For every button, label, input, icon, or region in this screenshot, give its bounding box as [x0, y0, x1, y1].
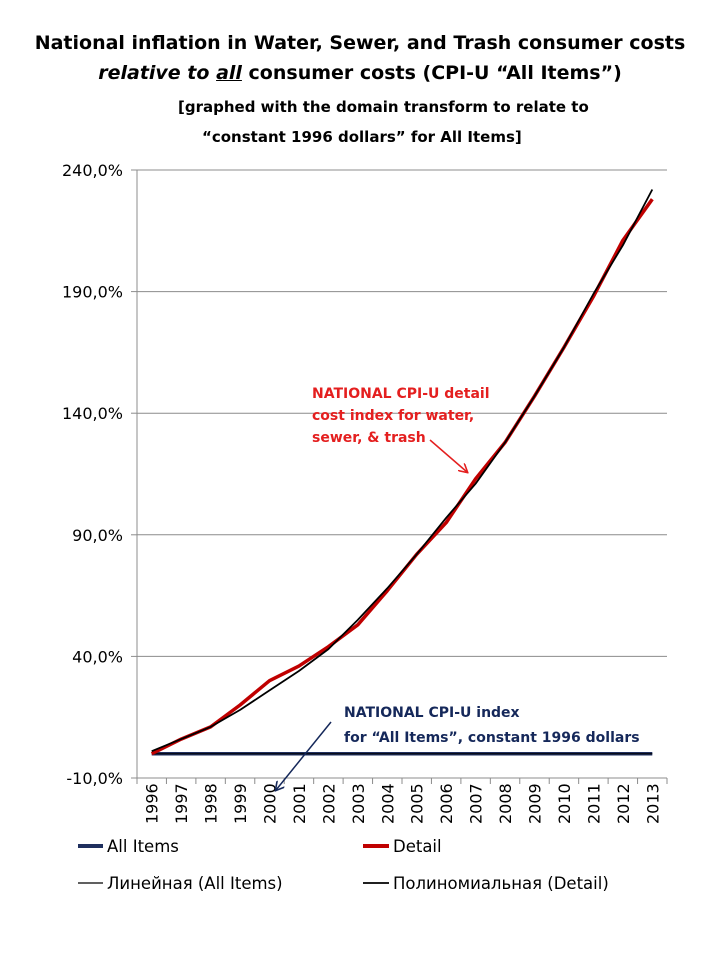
annotation-all-items-arrow [276, 721, 332, 790]
chart-title-line1: National inflation in Water, Sewer, and … [34, 32, 686, 54]
x-tick-label: 1997 [172, 783, 191, 824]
annotation-detail-text: cost index for water, [312, 408, 474, 424]
legend-label: Полиномиальная (Detail) [393, 874, 609, 893]
annotation-all-items-text: for “All Items”, constant 1996 dollars [344, 730, 640, 746]
legend-label: All Items [107, 837, 179, 856]
x-tick-label: 2006 [437, 783, 456, 824]
y-tick-label: -10,0% [66, 769, 123, 788]
x-tick-label: 2003 [349, 783, 368, 824]
annotation-all-items-text: NATIONAL CPI-U index [344, 705, 520, 721]
x-tick-label: 1998 [202, 783, 221, 824]
trendline-polynomial-detail [151, 189, 654, 753]
title-part-rest: consumer costs (CPI-U “All Items”) [241, 62, 622, 84]
x-tick-label: 2004 [378, 783, 397, 824]
x-tick-label: 2007 [467, 783, 486, 824]
x-tick-label: 2000 [261, 783, 280, 824]
x-tick-label: 2005 [408, 783, 427, 824]
chart-title-line2: relative to all consumer costs (CPI-U “A… [0, 62, 720, 84]
y-tick-label: 40,0% [72, 647, 123, 666]
annotation-detail-arrow [429, 439, 467, 472]
x-tick-label: 2013 [643, 783, 662, 824]
y-tick-label: 90,0% [72, 526, 123, 545]
x-tick-label: 1999 [231, 783, 250, 824]
y-tick-label: 190,0% [62, 283, 123, 302]
series-detail-line [150, 198, 654, 756]
x-tick-label: 2011 [584, 783, 603, 824]
x-tick-label: 2001 [290, 783, 309, 824]
x-tick-label: 2010 [555, 783, 574, 824]
legend-label: Detail [393, 837, 442, 856]
legend-label: Линейная (All Items) [107, 874, 283, 893]
x-tick-label: 1996 [143, 783, 162, 824]
chart-subtitle-line1: [graphed with the domain transform to re… [178, 98, 589, 116]
x-tick-label: 2008 [496, 783, 515, 824]
y-tick-label: 240,0% [62, 161, 123, 180]
chart-subtitle-line2: “constant 1996 dollars” for All Items] [202, 128, 522, 146]
title-part-relative: relative to [98, 62, 217, 84]
annotation-detail-text: sewer, & trash [312, 430, 426, 446]
y-tick-label: 140,0% [62, 404, 123, 423]
x-tick-label: 2012 [614, 783, 633, 824]
annotation-detail-text: NATIONAL CPI-U detail [312, 386, 490, 402]
x-tick-label: 2009 [526, 783, 545, 824]
title-part-all: all [216, 62, 242, 84]
x-tick-label: 2002 [319, 783, 338, 824]
